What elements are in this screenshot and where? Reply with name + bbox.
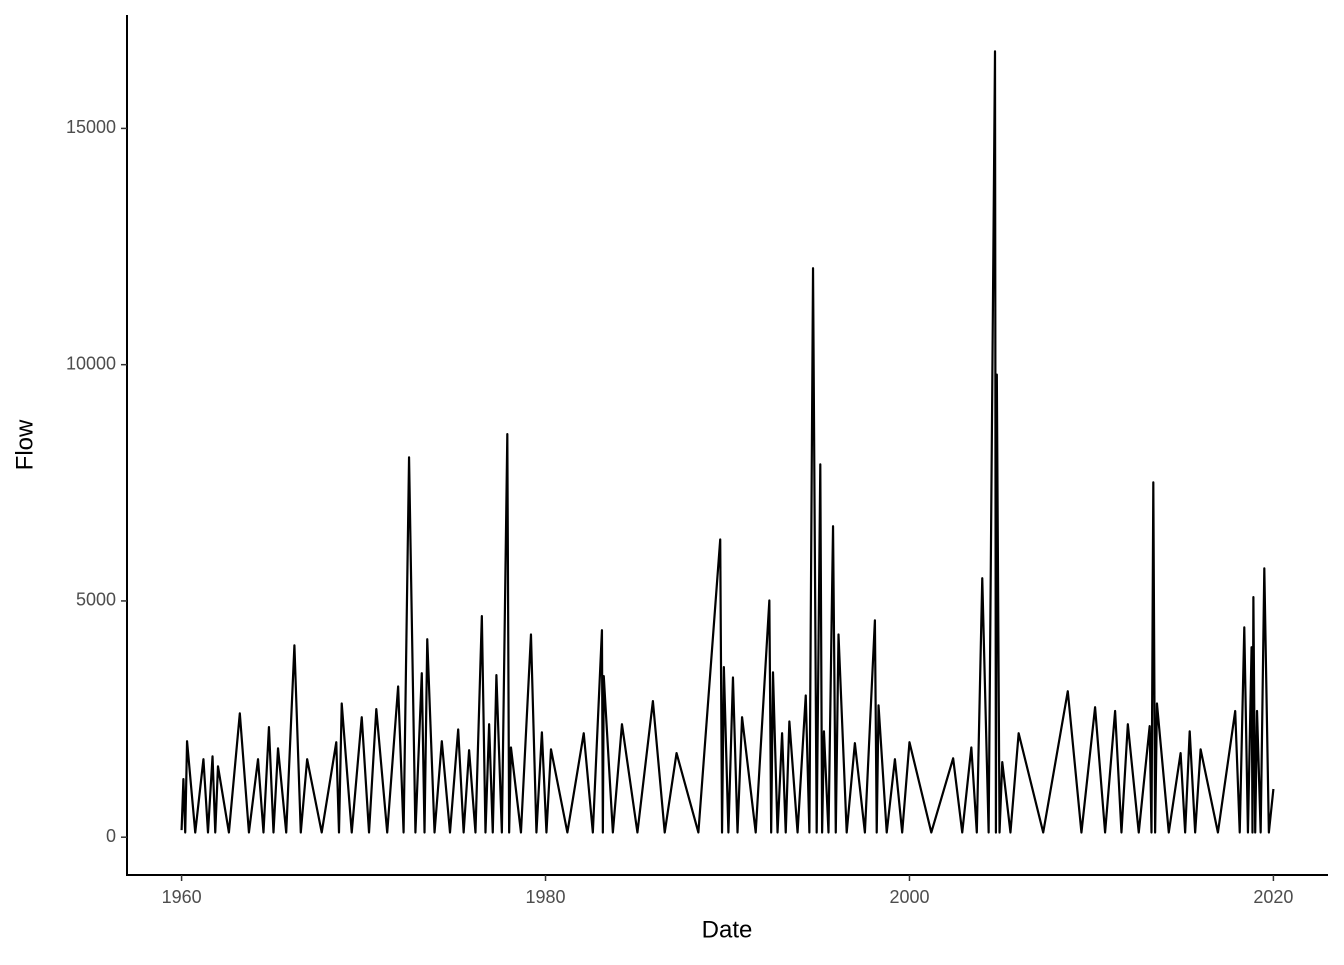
x-tick-label: 1980 <box>526 887 566 907</box>
flow-line <box>180 50 1275 834</box>
y-tick-label: 0 <box>106 826 116 846</box>
y-tick-label: 5000 <box>76 590 116 610</box>
x-tick-label: 1960 <box>162 887 202 907</box>
y-axis-title: Flow <box>11 419 38 470</box>
y-tick-label: 10000 <box>66 353 116 373</box>
x-tick-label: 2000 <box>889 887 929 907</box>
x-axis-title: Date <box>702 916 753 943</box>
y-tick-label: 15000 <box>66 117 116 137</box>
x-tick-label: 2020 <box>1253 887 1293 907</box>
